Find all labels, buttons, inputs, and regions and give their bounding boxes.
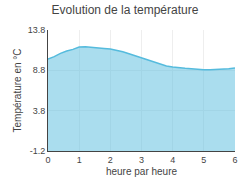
svg-text:5: 5 [201,155,206,165]
svg-text:-1.2: -1.2 [30,146,46,156]
svg-text:heure par heure: heure par heure [106,166,178,177]
svg-text:1: 1 [77,155,82,165]
svg-text:0: 0 [45,155,50,165]
svg-text:13.8: 13.8 [28,25,46,35]
svg-text:8.8: 8.8 [33,65,46,75]
svg-text:2: 2 [108,155,113,165]
svg-text:Température en °C: Température en °C [12,48,23,132]
svg-text:3: 3 [139,155,144,165]
svg-text:Evolution de la température: Evolution de la température [52,3,199,17]
svg-text:4: 4 [170,155,175,165]
svg-text:6: 6 [232,155,237,165]
svg-text:3.8: 3.8 [33,106,46,116]
